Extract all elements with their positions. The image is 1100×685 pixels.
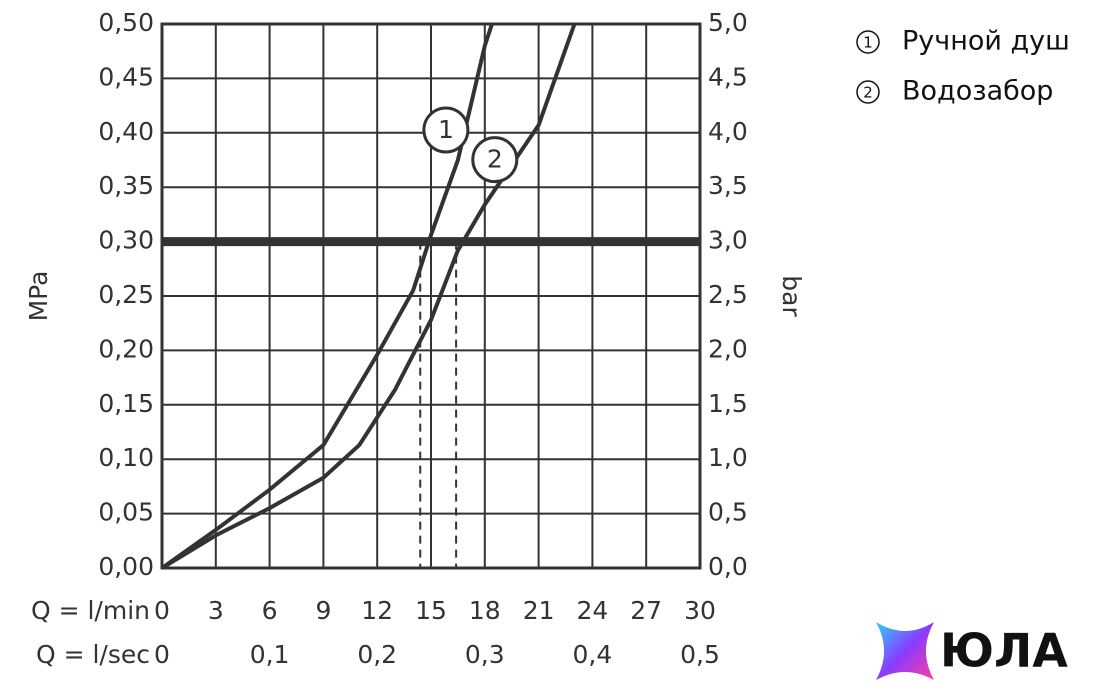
y2-tick-label: 4,5 [708, 62, 748, 91]
x2-tick-label: 0,4 [573, 640, 613, 669]
y-tick-label: 0,20 [98, 334, 154, 363]
legend-symbol [856, 80, 880, 104]
series-line [160, 23, 494, 570]
x-tick-label: 3 [208, 596, 224, 625]
plot-border [160, 22, 702, 570]
y2-tick-label: 1,0 [708, 443, 748, 472]
y2-tick-label: 0,5 [708, 498, 748, 527]
y2-tick-label: 2,0 [708, 334, 748, 363]
y-tick-label: 0,00 [98, 552, 154, 581]
logo-icon [876, 622, 934, 680]
legend-symbol-label: 2 [863, 84, 873, 102]
legend-symbol-label: 1 [863, 34, 873, 52]
y-tick-label: 0,45 [98, 62, 154, 91]
y2-tick-label: 0,0 [708, 552, 748, 581]
series-marker-label: 1 [438, 115, 454, 144]
x2-tick-label: 0,1 [250, 640, 290, 669]
x2-axis-label: Q = l/sec [36, 640, 150, 669]
y-tick-label: 0,50 [98, 8, 154, 37]
series-marker [422, 106, 470, 154]
watermark: ЮЛА [940, 624, 1068, 678]
y-axis-label: MPa [24, 271, 53, 322]
y-tick-label: 0,05 [98, 498, 154, 527]
y2-tick-label: 4,0 [708, 117, 748, 146]
x2-tick-label: 0,2 [357, 640, 397, 669]
y2-tick-label: 2,5 [708, 280, 748, 309]
legend-symbol [856, 30, 880, 54]
x-tick-label: 15 [415, 596, 447, 625]
y-tick-label: 0,15 [98, 389, 154, 418]
x-tick-label: 27 [630, 596, 662, 625]
x2-tick-label: 0,5 [680, 640, 720, 669]
series-marker [471, 136, 519, 184]
x-tick-label: 30 [684, 596, 716, 625]
x-tick-label: 0 [154, 596, 170, 625]
y2-tick-label: 1,5 [708, 389, 748, 418]
y2-tick-label: 5,0 [708, 8, 748, 37]
x-axis-label: Q = l/min [31, 596, 150, 625]
y-tick-label: 0,35 [98, 171, 154, 200]
x-tick-label: 6 [262, 596, 278, 625]
x-tick-label: 21 [523, 596, 555, 625]
x2-tick-label: 0 [154, 640, 170, 669]
y2-axis-label: bar [777, 275, 806, 317]
legend-label: Водозабор [902, 76, 1053, 107]
y2-tick-label: 3,0 [708, 226, 748, 255]
legend-label: Ручной душ [902, 26, 1070, 57]
x-tick-label: 24 [576, 596, 608, 625]
x-tick-label: 18 [469, 596, 501, 625]
y2-tick-label: 3,5 [708, 171, 748, 200]
x-tick-label: 9 [315, 596, 331, 625]
series-marker-label: 2 [487, 145, 503, 174]
y-tick-label: 0,40 [98, 117, 154, 146]
y-tick-label: 0,10 [98, 443, 154, 472]
x2-tick-label: 0,3 [465, 640, 505, 669]
y-tick-label: 0,25 [98, 280, 154, 309]
x-tick-label: 12 [361, 596, 393, 625]
y-tick-label: 0,30 [98, 226, 154, 255]
